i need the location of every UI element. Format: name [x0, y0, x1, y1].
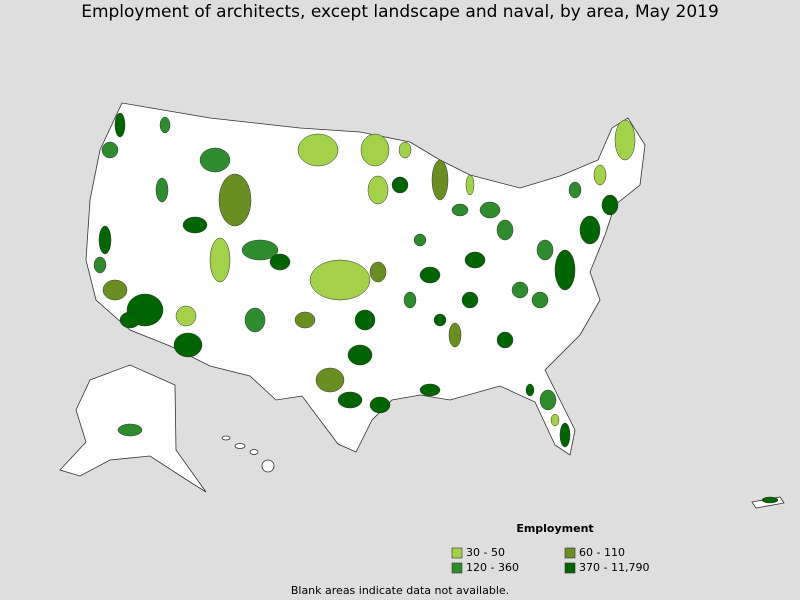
area [451, 203, 469, 217]
legend-label: 30 - 50 [466, 546, 505, 559]
area [448, 322, 462, 348]
area [241, 239, 279, 261]
area [579, 215, 601, 245]
area [173, 332, 203, 358]
area [182, 216, 208, 234]
area [511, 281, 529, 299]
area [199, 147, 231, 173]
area-layer [93, 112, 779, 504]
area [309, 259, 371, 301]
legend-title: Employment [516, 522, 593, 535]
area [102, 279, 128, 301]
area [155, 177, 169, 203]
area [367, 175, 389, 205]
area [360, 133, 390, 167]
area [294, 311, 316, 329]
island [261, 459, 275, 473]
area [369, 396, 391, 414]
area [159, 116, 171, 134]
area [554, 249, 576, 291]
area [354, 309, 376, 331]
island [221, 435, 231, 441]
area [559, 422, 571, 448]
area [496, 219, 514, 241]
area [536, 239, 554, 261]
area [209, 237, 231, 283]
area [403, 291, 417, 309]
legend-swatch [564, 562, 576, 574]
area [525, 383, 535, 397]
area [601, 194, 619, 216]
area [218, 173, 252, 227]
area [98, 225, 112, 255]
area [465, 174, 475, 196]
area [244, 307, 266, 333]
area [391, 176, 409, 194]
area [315, 367, 345, 393]
area [347, 344, 373, 366]
area [614, 119, 636, 161]
legend-swatch [451, 547, 463, 559]
area [550, 413, 560, 427]
area [337, 391, 363, 409]
area [433, 313, 447, 327]
legend-swatch [451, 562, 463, 574]
area [593, 164, 607, 186]
area [114, 112, 126, 138]
area [413, 233, 427, 247]
area [269, 253, 291, 271]
area [101, 141, 119, 159]
legend-label: 120 - 360 [466, 561, 519, 574]
area [761, 496, 779, 504]
map-title: Employment of architects, except landsca… [81, 2, 719, 22]
area [496, 331, 514, 349]
area [117, 423, 143, 437]
island [249, 449, 259, 455]
area [461, 291, 479, 309]
area [464, 251, 486, 269]
legend-swatch [564, 547, 576, 559]
area [369, 261, 387, 283]
legend-label: 370 - 11,790 [579, 561, 649, 574]
legend-label: 60 - 110 [579, 546, 625, 559]
island [234, 443, 246, 449]
area [431, 159, 449, 201]
area [419, 266, 441, 284]
area [119, 311, 141, 329]
area [297, 133, 339, 167]
area [539, 389, 557, 411]
area [479, 201, 501, 219]
area [93, 256, 107, 274]
hawaii [221, 435, 275, 473]
legend: 30 - 50 60 - 110 120 - 360 370 - 11,790 [451, 546, 649, 574]
area [398, 141, 412, 159]
area [531, 291, 549, 309]
footnote: Blank areas indicate data not available. [291, 584, 509, 597]
area [175, 305, 197, 327]
area [568, 181, 582, 199]
area [419, 383, 441, 397]
